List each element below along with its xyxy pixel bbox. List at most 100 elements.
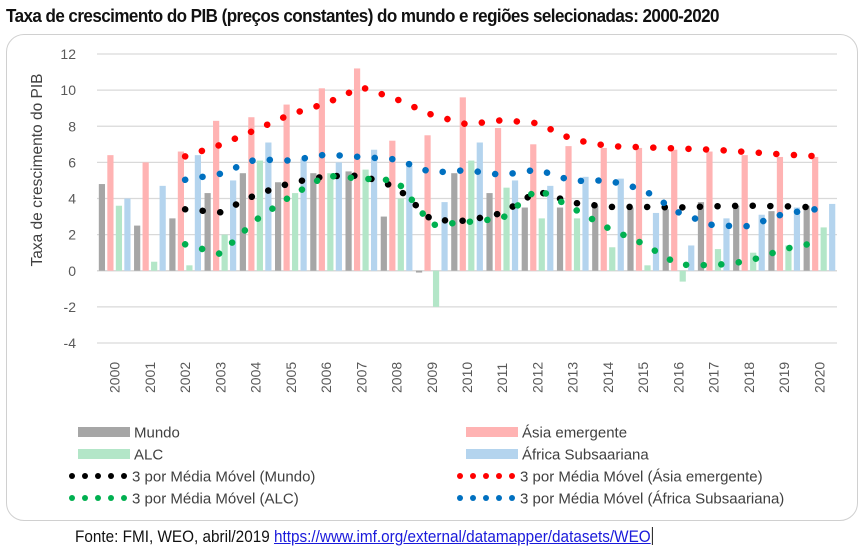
bar-mundo-2000 xyxy=(98,184,106,271)
bar--sia-emergente-2006 xyxy=(318,88,325,271)
bar-mundo-2009 xyxy=(415,270,423,273)
x-tick-label: 2017 xyxy=(706,362,722,393)
legend-label: 3 por Média Móvel (África Subsaariana) xyxy=(520,491,784,508)
bar--frica-subsaariana-2009 xyxy=(441,202,448,271)
source-link[interactable]: https://www.imf.org/external/datamapper/… xyxy=(273,527,651,546)
y-tick-label: 0 xyxy=(68,263,76,279)
bar--sia-emergente-2011 xyxy=(494,128,502,271)
x-tick-label: 2002 xyxy=(177,362,193,393)
bar-mundo-2005 xyxy=(275,182,282,271)
bar-alc-2007 xyxy=(362,169,369,271)
bar--sia-emergente-2009 xyxy=(424,135,431,271)
legend-item: 3 por Média Móvel (ALC) xyxy=(69,491,299,508)
legend-dot xyxy=(108,473,114,479)
legend-item: África Subsaariana xyxy=(466,447,649,464)
source-prefix: Fonte: FMI, WEO, abril/2019 xyxy=(75,527,274,546)
x-tick-label: 2003 xyxy=(212,362,228,393)
bars xyxy=(98,68,836,307)
y-tick-label: 10 xyxy=(60,82,76,98)
legend-dot xyxy=(483,495,489,501)
legend-swatch xyxy=(78,427,130,437)
bar-alc-2003 xyxy=(221,234,228,271)
bar--sia-emergente-2005 xyxy=(283,104,290,271)
legend-dot xyxy=(82,495,88,501)
bar-alc-2000 xyxy=(115,205,123,271)
bar--sia-emergente-2014 xyxy=(600,147,607,271)
bar--sia-emergente-2015 xyxy=(635,147,643,271)
bar-alc-2013 xyxy=(573,218,581,271)
bar--frica-subsaariana-2002 xyxy=(194,155,201,271)
legend-dot xyxy=(470,473,476,479)
legend-dot xyxy=(483,473,489,479)
bar--frica-subsaariana-2018 xyxy=(758,214,765,271)
legend-dot xyxy=(470,495,476,501)
bar-mundo-2003 xyxy=(204,193,211,271)
bar--sia-emergente-2012 xyxy=(530,144,537,271)
legend-swatch xyxy=(466,449,518,459)
x-tick-label: 2008 xyxy=(389,362,405,393)
legend-label: 3 por Média Móvel (ALC) xyxy=(132,491,299,508)
bar-mundo-2019 xyxy=(768,211,775,271)
bar--sia-emergente-2013 xyxy=(565,146,572,271)
x-tick-label: 2014 xyxy=(600,362,616,393)
x-tick-label: 2001 xyxy=(142,362,158,393)
legend-dot xyxy=(95,473,101,479)
legend-item: ALC xyxy=(78,447,163,464)
bar-alc-2001 xyxy=(151,261,158,271)
bar--sia-emergente-2008 xyxy=(389,140,396,271)
bar-alc-2015 xyxy=(644,265,651,271)
bar--frica-subsaariana-2020 xyxy=(829,203,836,271)
trendline--frica-subsaariana xyxy=(181,151,823,230)
legend-dot xyxy=(69,495,75,501)
bar--frica-subsaariana-2019 xyxy=(793,207,801,271)
x-tick-label: 2007 xyxy=(353,362,369,393)
bar--frica-subsaariana-2015 xyxy=(652,212,660,271)
bar--frica-subsaariana-2010 xyxy=(476,142,483,271)
moving-average-trendlines xyxy=(181,83,823,269)
bar--sia-emergente-2010 xyxy=(459,97,466,271)
legend-dot xyxy=(509,495,515,501)
legend-dot xyxy=(121,495,127,501)
bar--frica-subsaariana-2008 xyxy=(406,165,413,271)
bar-mundo-2013 xyxy=(556,207,564,271)
legend-label: Mundo xyxy=(134,425,180,442)
bar-alc-2002 xyxy=(186,265,193,271)
bar-mundo-2016 xyxy=(662,209,669,271)
legend-dot xyxy=(108,495,114,501)
bar-mundo-2008 xyxy=(380,216,387,271)
legend-dot xyxy=(496,495,502,501)
legend-swatch xyxy=(466,427,518,437)
bar--sia-emergente-2018 xyxy=(741,155,748,271)
bar--frica-subsaariana-2004 xyxy=(265,142,272,271)
x-tick-label: 2016 xyxy=(670,362,686,393)
gridlines xyxy=(97,53,837,344)
legend-item: 3 por Média Móvel (África Subsaariana) xyxy=(457,491,784,508)
bar--frica-subsaariana-2014 xyxy=(617,178,624,271)
legend-swatch xyxy=(78,449,130,459)
bar-alc-2012 xyxy=(538,218,545,271)
legend-item: 3 por Média Móvel (Mundo) xyxy=(69,469,315,486)
bar--frica-subsaariana-2001 xyxy=(159,185,166,271)
x-tick-label: 2012 xyxy=(529,362,545,393)
x-tick-label: 2009 xyxy=(424,362,440,393)
bar-mundo-2017 xyxy=(697,202,705,271)
bar--frica-subsaariana-2017 xyxy=(723,218,730,271)
bar-mundo-2002 xyxy=(169,218,176,271)
bar--frica-subsaariana-2012 xyxy=(547,185,554,271)
legend-label: ALC xyxy=(134,447,163,464)
y-tick-labels: -4 -2 0 2 4 6 8 10 12 xyxy=(60,46,76,351)
legend-dot xyxy=(457,473,463,479)
legend-dot xyxy=(496,473,502,479)
bar-mundo-2007 xyxy=(345,171,352,271)
bar-mundo-2004 xyxy=(239,173,246,271)
bar--sia-emergente-2002 xyxy=(177,151,184,271)
x-tick-labels: 2000 2001 2002 2003 2004 2005 2006 2007 2008 2009… xyxy=(107,362,828,393)
bar--frica-subsaariana-2011 xyxy=(511,180,519,271)
bar-alc-2010 xyxy=(468,160,475,271)
bar--sia-emergente-2007 xyxy=(353,68,361,271)
y-tick-label: 2 xyxy=(68,227,76,243)
legend: Mundo Ásia emergente ALC África Subsaariana… xyxy=(69,425,784,508)
bar-mundo-2015 xyxy=(627,207,634,271)
legend-label: 3 por Média Móvel (Ásia emergente) xyxy=(520,469,763,486)
bar--sia-emergente-2020 xyxy=(812,156,819,271)
